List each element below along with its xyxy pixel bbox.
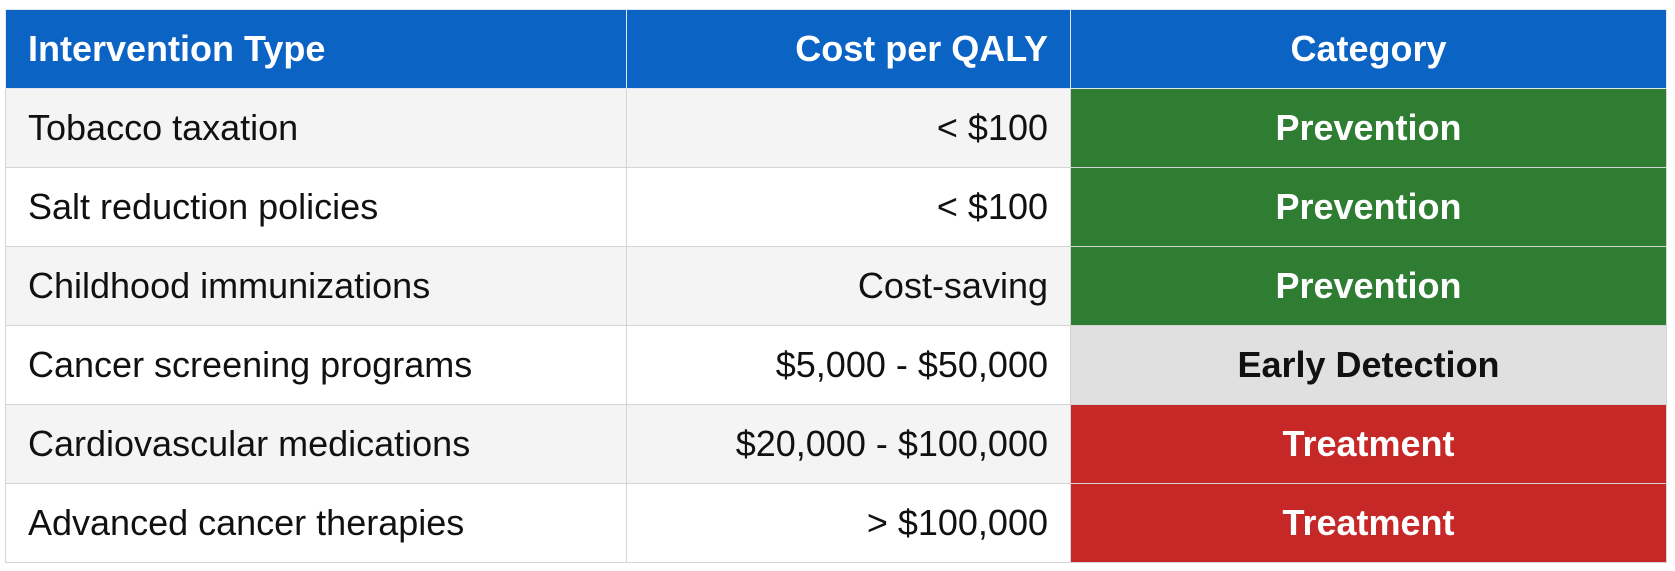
header-cell: Category [1070, 9, 1667, 89]
cost: Cost-saving [626, 246, 1071, 326]
intervention: Cardiovascular medications [5, 404, 627, 484]
intervention: Advanced cancer therapies [5, 483, 627, 563]
cost: < $100 [626, 167, 1071, 247]
cost: $20,000 - $100,000 [626, 404, 1071, 484]
category: Treatment [1070, 483, 1667, 563]
category: Prevention [1070, 246, 1667, 326]
header-row: Intervention Type Cost per QALY Category [5, 9, 1667, 89]
intervention: Tobacco taxation [5, 88, 627, 168]
cost-table: Intervention Type Cost per QALY Category… [5, 9, 1667, 563]
row: Advanced cancer therapies > $100,000 Tre… [5, 483, 1667, 563]
row: Cancer screening programs $5,000 - $50,0… [5, 325, 1667, 405]
header-cell: Intervention Type [5, 9, 627, 89]
row: Childhood immunizations Cost-saving Prev… [5, 246, 1667, 326]
intervention: Childhood immunizations [5, 246, 627, 326]
category: Treatment [1070, 404, 1667, 484]
category: Early Detection [1070, 325, 1667, 405]
row: Tobacco taxation < $100 Prevention [5, 88, 1667, 168]
cost: > $100,000 [626, 483, 1071, 563]
header-cell: Cost per QALY [626, 9, 1071, 89]
cost: $5,000 - $50,000 [626, 325, 1071, 405]
cost: < $100 [626, 88, 1071, 168]
category: Prevention [1070, 88, 1667, 168]
intervention: Salt reduction policies [5, 167, 627, 247]
intervention: Cancer screening programs [5, 325, 627, 405]
row: Salt reduction policies < $100 Preventio… [5, 167, 1667, 247]
category: Prevention [1070, 167, 1667, 247]
row: Cardiovascular medications $20,000 - $10… [5, 404, 1667, 484]
